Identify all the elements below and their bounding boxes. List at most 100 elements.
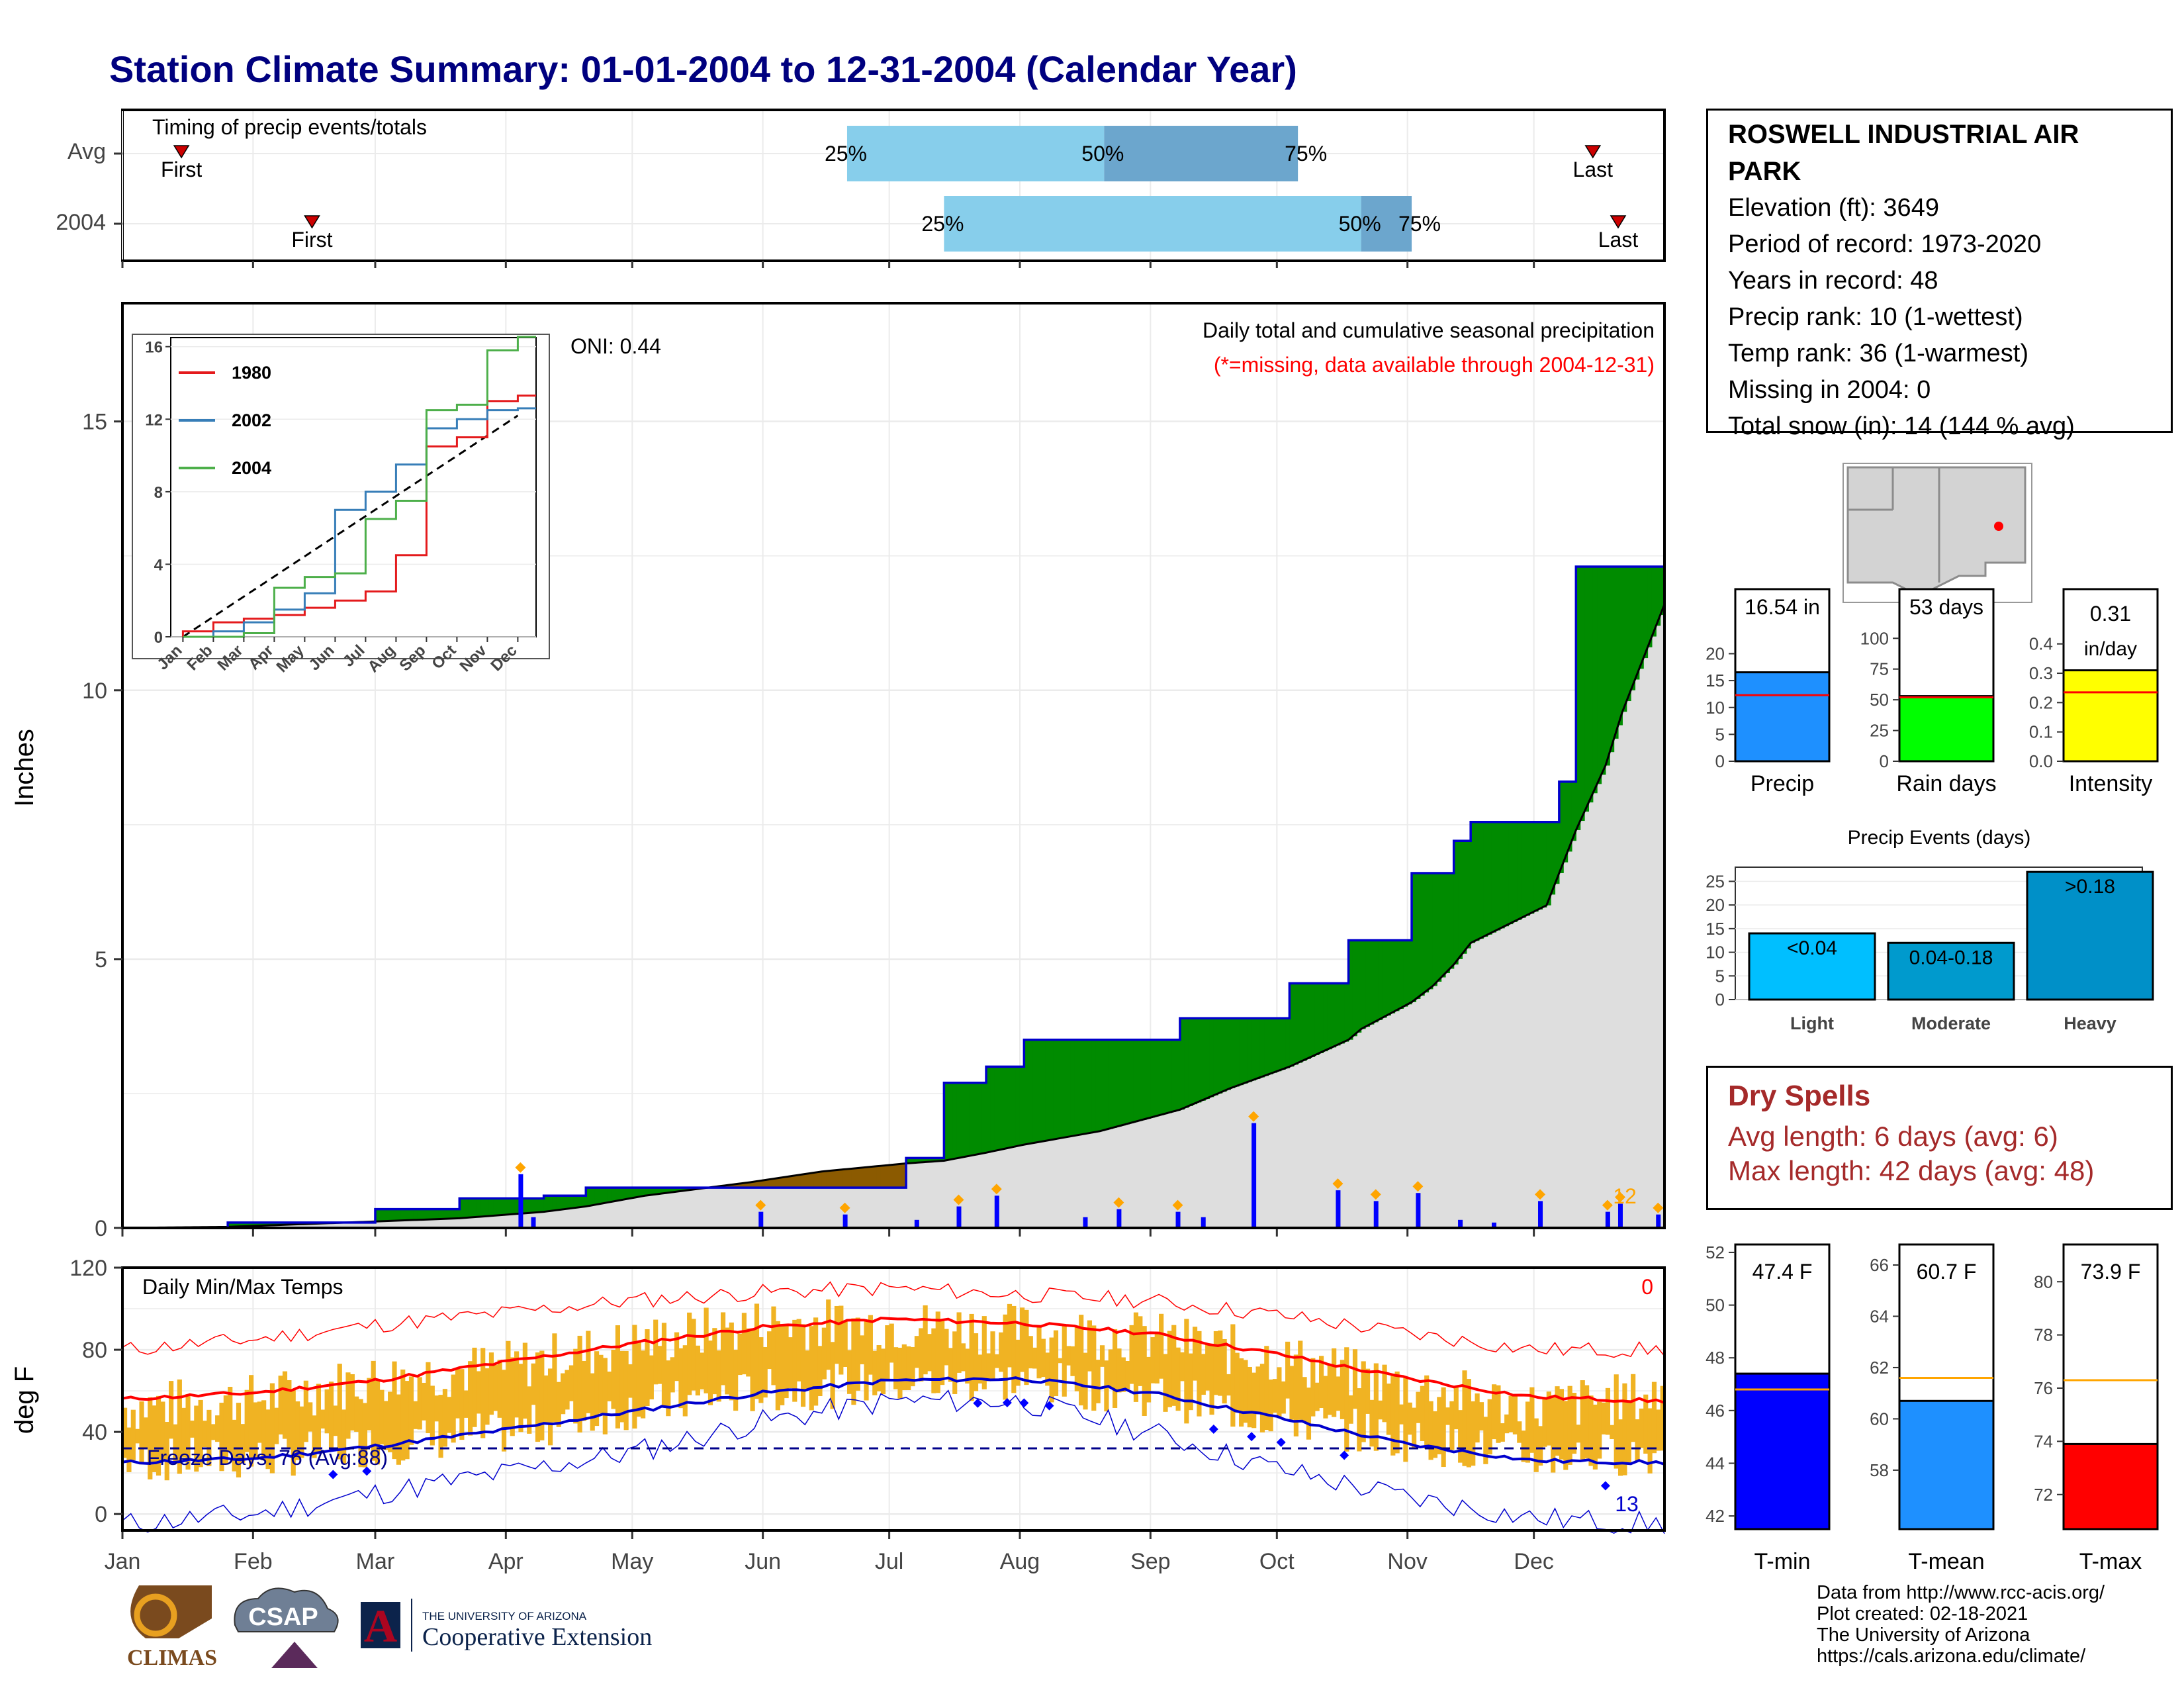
precip-diff-slice (1449, 872, 1455, 969)
precip-event-marker (953, 1194, 964, 1205)
temp-daily-bar (1365, 1368, 1371, 1414)
temp-daily-bar (1167, 1331, 1172, 1407)
precip-diff-slice (561, 1196, 566, 1210)
precip-diff-slice (1302, 983, 1307, 1061)
dry-spells-title: Dry Spells (1728, 1080, 1871, 1112)
events-category-label: Light (1790, 1013, 1834, 1033)
temp-daily-bar (826, 1299, 831, 1370)
precip-diff-slice (1546, 821, 1551, 906)
precip-diff-slice (1555, 821, 1560, 884)
temp-daily-bar (733, 1350, 739, 1411)
temp-bar-fill (1898, 1399, 1995, 1530)
temp-daily-bar (1036, 1326, 1042, 1379)
temp-daily-bar (1066, 1346, 1071, 1366)
temp-daily-bar (1382, 1364, 1387, 1423)
precip-diff-slice (729, 1185, 734, 1188)
precip-diff-slice (1146, 1039, 1151, 1119)
temp-daily-bar (1192, 1327, 1198, 1381)
inset-ytick-label: 4 (154, 556, 163, 574)
temp-daily-bar (716, 1350, 721, 1402)
precip-diff-slice (396, 1209, 401, 1221)
summary-bar-value-unit: in/day (2084, 638, 2137, 660)
precip-diff-slice (851, 1168, 856, 1188)
precip-diff-slice (670, 1188, 675, 1193)
temp-daily-bar (122, 1407, 128, 1458)
precip-daily-bar (994, 1196, 999, 1228)
precip-event-marker (1332, 1178, 1343, 1190)
temp-daily-bar (1188, 1353, 1193, 1411)
temp-daily-bar (914, 1336, 919, 1368)
precip-diff-slice (1125, 1039, 1130, 1125)
precip-diff-slice (809, 1173, 814, 1188)
temp-daily-bar (1412, 1407, 1417, 1450)
temp-daily-bar (1108, 1349, 1113, 1387)
temp-daily-bar (181, 1407, 187, 1458)
precip-diff-slice (788, 1176, 793, 1188)
precip-diff-slice (413, 1209, 418, 1221)
temp-daily-bar (316, 1383, 322, 1454)
precip-diff-slice (265, 1222, 271, 1226)
temp-daily-bar (303, 1380, 308, 1442)
precip-diff-slice (392, 1209, 397, 1221)
temp-daily-bar (1113, 1329, 1118, 1408)
precip-diff-slice (960, 1082, 966, 1158)
precip-daily-bar (758, 1211, 764, 1228)
summary-bar-ytick-label: 0.2 (2029, 692, 2053, 712)
timing-last-marker (1610, 215, 1627, 229)
precip-diff-slice (447, 1209, 452, 1219)
precip-diff-slice (1551, 821, 1556, 895)
precip-diff-slice (821, 1171, 827, 1188)
temp-daily-bar (130, 1409, 136, 1460)
temp-avg-max-line (122, 1317, 1665, 1404)
precip-diff-slice (839, 1170, 844, 1188)
temp-ytick-label: 40 (82, 1420, 107, 1445)
precip-average-line (122, 604, 1666, 1229)
precip-event-marker (515, 1162, 526, 1173)
temp-daily-bar (910, 1346, 915, 1387)
precip-diff-slice (1453, 841, 1459, 965)
summary-bar-ytick-label: 0 (1880, 751, 1889, 771)
temp-daily-bar (965, 1348, 970, 1384)
temp-daily-bar (1159, 1313, 1164, 1379)
ua-logo: A THE UNIVERSITY OF ARIZONA Cooperative … (361, 1599, 652, 1652)
precip-diff-slice (1542, 821, 1547, 908)
temp-daily-bar (282, 1371, 288, 1439)
precip-diff-slice (1091, 1039, 1097, 1133)
temp-daily-bar (1062, 1325, 1067, 1397)
precip-diff-slice (1605, 566, 1610, 766)
temp-daily-bar (1614, 1374, 1619, 1469)
events-bar (1748, 932, 1876, 1001)
temp-daily-bar (598, 1354, 604, 1414)
precip-diff-slice (889, 1164, 894, 1188)
station-info: ROSWELL INDUSTRIAL AIR PARK Elevation (f… (1706, 109, 2173, 440)
temp-daily-bar (455, 1368, 461, 1419)
temp-daily-bar (901, 1344, 907, 1391)
precip-diff-slice (468, 1198, 473, 1218)
temp-daily-bar (430, 1385, 435, 1446)
precip-event-marker (1602, 1199, 1613, 1211)
temp-daily-bar (177, 1379, 182, 1474)
precip-diff-slice (1398, 940, 1404, 1009)
precip-daily-bar (1656, 1214, 1661, 1228)
temp-daily-bar (1281, 1381, 1286, 1414)
temp-bar-fill (2062, 1442, 2159, 1530)
precip-diff-slice (594, 1188, 599, 1205)
precip-diff-slice (1099, 1039, 1105, 1131)
precip-diff-slice (1138, 1039, 1143, 1121)
precip-diff-slice (1066, 1039, 1071, 1137)
temp-daily-bar (999, 1332, 1004, 1372)
temp-daily-bar (1099, 1345, 1105, 1367)
temp-daily-bar (535, 1352, 541, 1442)
precip-diff-slice (565, 1196, 570, 1209)
precip-diff-slice (1508, 821, 1514, 925)
precip-diff-slice (1032, 1039, 1038, 1143)
temp-daily-bar (1571, 1393, 1577, 1454)
month-label: Dec (1514, 1549, 1553, 1574)
precip-diff-slice (674, 1188, 679, 1192)
temp-daily-bar (1070, 1346, 1075, 1376)
precip-diff-slice (586, 1188, 591, 1207)
temp-daily-bar (1588, 1395, 1594, 1466)
climas-logo: CLIMAS (127, 1585, 217, 1670)
precip-diff-slice (893, 1164, 898, 1188)
